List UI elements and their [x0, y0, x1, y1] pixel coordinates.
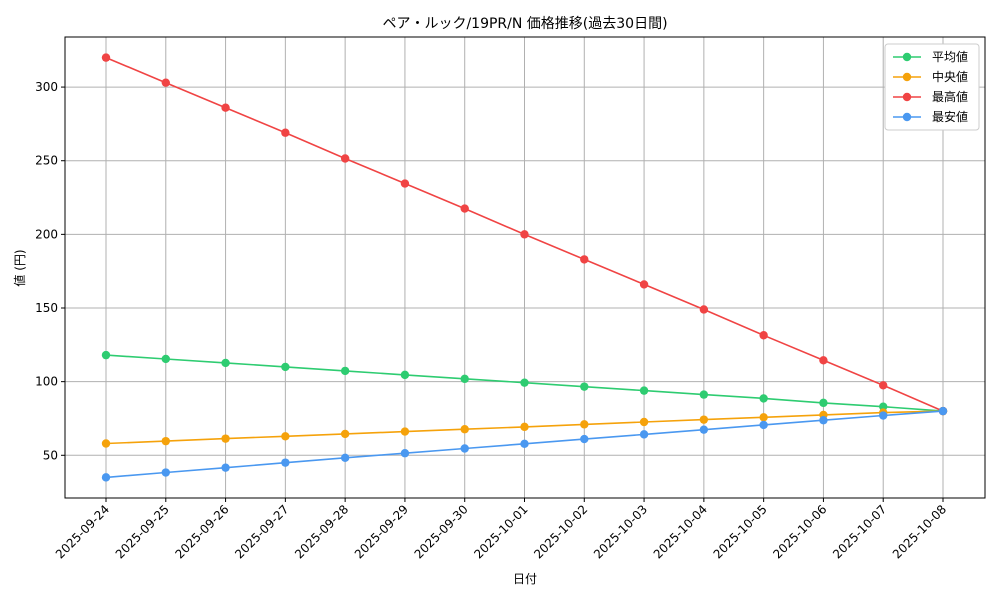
data-point [161, 78, 170, 87]
series-4 [101, 406, 948, 482]
data-point [639, 386, 649, 395]
x-axis-label: 日付 [513, 572, 537, 586]
x-tick-label: 2025-10-03 [591, 502, 650, 561]
x-tick-label: 2025-09-25 [113, 502, 172, 561]
data-point [580, 434, 589, 444]
data-point [400, 179, 410, 188]
x-axis-ticks: 2025-09-24 2025-09-25 2025-09-26 2025-09-27… [53, 498, 949, 561]
data-point [639, 280, 649, 289]
y-tick-label: 250 [35, 154, 58, 168]
data-point [221, 434, 230, 443]
legend-box [884, 43, 980, 131]
data-point [340, 154, 350, 163]
data-point [281, 432, 290, 441]
y-axis-label: 値 (円) [12, 249, 27, 286]
data-point [699, 415, 709, 424]
x-tick-label: 2025-10-06 [770, 502, 829, 561]
data-point [340, 366, 350, 376]
chart-title: ペア・ルック/19PR/N 価格推移(過去30日間) [382, 16, 667, 32]
data-point [281, 128, 290, 137]
y-tick-label: 150 [35, 301, 58, 315]
x-tick-label: 2025-10-07 [830, 502, 889, 561]
grid [65, 37, 985, 498]
data-point [460, 204, 469, 213]
data-point [819, 356, 828, 365]
data-point [699, 425, 709, 434]
legend-label: 最高値 [932, 89, 968, 104]
data-point [460, 444, 469, 453]
legend-label: 最安値 [932, 109, 968, 124]
data-point [819, 398, 828, 408]
data-point [580, 420, 589, 429]
x-tick-label: 2025-10-05 [711, 502, 770, 561]
x-tick-label: 2025-10-08 [890, 502, 949, 561]
data-point [879, 411, 888, 420]
data-point [281, 362, 290, 372]
data-point [460, 425, 469, 434]
legend-marker [902, 52, 912, 62]
data-point [759, 331, 768, 340]
legend-marker [902, 92, 912, 102]
data-point [879, 381, 888, 390]
series-group [101, 53, 948, 482]
data-point [400, 427, 410, 436]
x-tick-label: 2025-09-30 [412, 502, 471, 561]
data-point [580, 382, 589, 391]
data-point [759, 420, 768, 430]
data-point [340, 453, 350, 462]
legend-label: 中央値 [932, 69, 968, 84]
data-point [221, 103, 230, 112]
data-point [819, 416, 828, 425]
x-tick-label: 2025-09-26 [172, 502, 231, 561]
data-point [340, 429, 350, 439]
data-point [520, 439, 529, 448]
series-3 [101, 53, 948, 416]
data-point [101, 473, 111, 482]
data-point [221, 463, 230, 472]
legend-label: 平均値 [932, 49, 968, 64]
x-tick-label: 2025-09-29 [352, 502, 411, 561]
data-point [759, 394, 768, 403]
data-point [161, 436, 170, 446]
y-axis-ticks: 50 100 150 200 250 300 [35, 80, 65, 462]
y-tick-label: 100 [35, 375, 58, 389]
y-tick-label: 300 [35, 80, 58, 94]
data-point [281, 458, 290, 467]
x-tick-label: 2025-09-24 [53, 502, 112, 561]
data-point [520, 378, 529, 387]
data-point [161, 468, 170, 477]
data-point [520, 230, 529, 239]
data-point [460, 374, 469, 384]
y-tick-label: 200 [35, 227, 58, 241]
data-point [400, 370, 410, 380]
data-point [879, 402, 888, 411]
data-point [221, 358, 230, 368]
data-point [938, 406, 948, 416]
x-tick-label: 2025-09-27 [232, 502, 291, 561]
data-point [639, 417, 649, 427]
data-point [639, 430, 649, 439]
data-point [101, 53, 111, 62]
data-point [161, 354, 170, 364]
data-point [699, 390, 709, 399]
legend-marker [902, 112, 912, 122]
x-tick-label: 2025-10-01 [471, 502, 530, 561]
data-point [759, 413, 768, 422]
x-tick-label: 2025-10-02 [531, 502, 590, 561]
data-point [580, 255, 589, 264]
data-point [520, 422, 529, 432]
legend-marker [902, 72, 912, 82]
y-tick-label: 50 [43, 448, 58, 462]
data-point [400, 449, 410, 458]
x-tick-label: 2025-10-04 [651, 502, 710, 561]
data-point [101, 350, 111, 360]
x-tick-label: 2025-09-28 [292, 502, 351, 561]
data-point [699, 305, 709, 314]
data-point [101, 439, 111, 448]
